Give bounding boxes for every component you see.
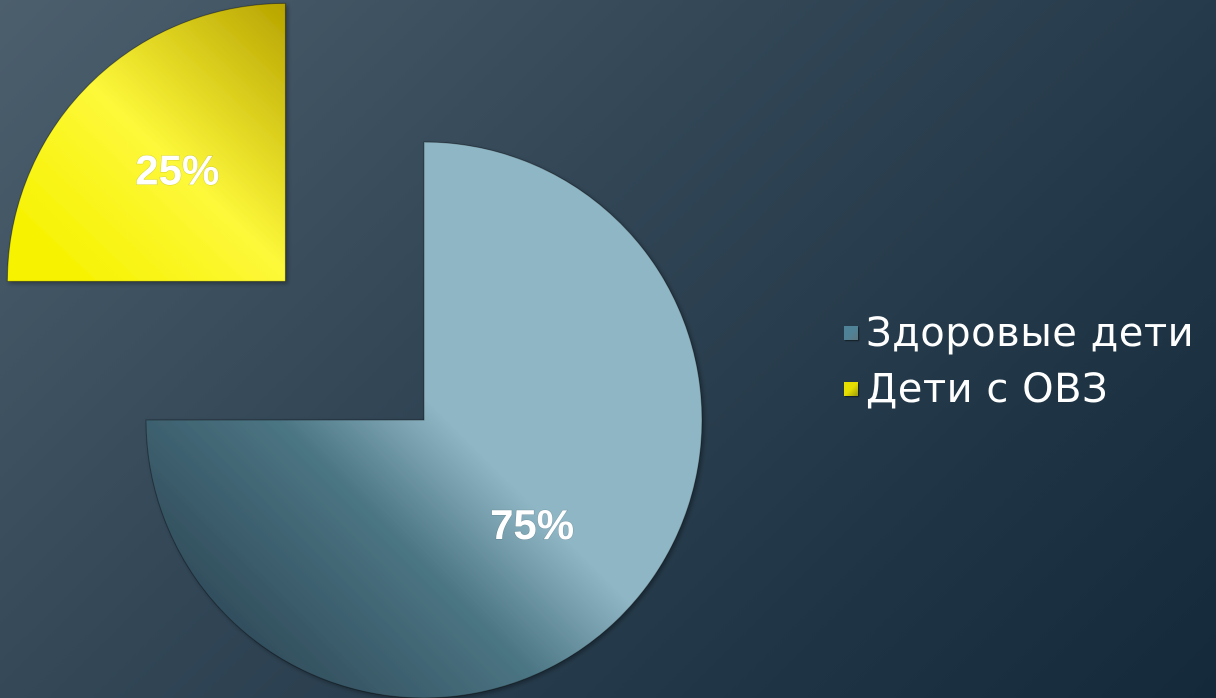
legend-label-ovz: Дети с ОВЗ xyxy=(866,366,1109,412)
legend-swatch-ovz xyxy=(844,382,858,396)
legend-item-ovz: Дети с ОВЗ xyxy=(844,361,1194,417)
pie-slice-healthy xyxy=(145,141,703,698)
legend-swatch-healthy xyxy=(844,326,858,340)
pie-label-ovz: 25% xyxy=(135,146,219,193)
pie-label-healthy: 75% xyxy=(490,501,574,548)
legend-item-healthy: Здоровые дети xyxy=(844,305,1194,361)
pie-slice-ovz xyxy=(6,2,286,282)
legend-label-healthy: Здоровые дети xyxy=(866,310,1195,356)
legend: Здоровые дети Дети с ОВЗ xyxy=(844,305,1194,417)
